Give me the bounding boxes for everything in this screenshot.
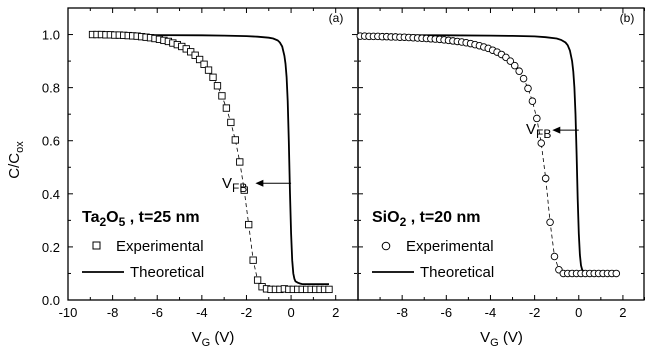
experimental-point (245, 220, 253, 229)
x-tick-label: 0 (287, 305, 294, 320)
experimental-point (506, 57, 515, 65)
experimental-point (191, 51, 199, 59)
vfb-arrow-head (552, 126, 561, 134)
legend-label-experimental: Experimental (116, 238, 204, 255)
experimental-point (209, 73, 217, 81)
experimental-point (222, 104, 231, 112)
experimental-point (240, 186, 248, 194)
panel-label: (a) (329, 11, 344, 25)
experimental-point (546, 218, 554, 226)
experimental-point (204, 66, 213, 74)
x-tick-label: -10 (59, 305, 78, 320)
y-axis-label: C/Cox (6, 141, 26, 179)
experimental-point (231, 136, 239, 144)
experimental-point (195, 55, 204, 64)
panel-a: -10 -8 -6 -4 -2 0 2 0.0 0.2 0.4 0.6 0.8 1.0 (a) VG (V)… (42, 7, 359, 349)
plot-frame (357, 7, 645, 301)
material-label: SiO2 , t=20 nm (372, 209, 481, 229)
x-tick-label: -8 (107, 305, 119, 320)
plot-frame (67, 7, 359, 301)
panel-label: (b) (620, 11, 635, 25)
x-tick-label: -2 (529, 305, 541, 320)
vfb-label: VFB (222, 175, 247, 195)
x-tick-label: -8 (396, 305, 408, 320)
experimental-point (213, 82, 222, 90)
y-tick-label: 0.2 (42, 240, 60, 255)
experimental-point (541, 174, 550, 183)
legend-marker-experimental (92, 241, 101, 250)
experimental-point (218, 92, 226, 100)
experimental-point (533, 114, 541, 123)
x-tick-label: -2 (241, 305, 253, 320)
vfb-arrow-head (255, 179, 264, 187)
material-label: Ta2O5 , t=25 nm (82, 209, 200, 229)
experimental-point (325, 285, 333, 294)
x-tick-label: -6 (151, 305, 163, 320)
x-tick-label: -4 (196, 305, 208, 320)
experimental-point (253, 276, 262, 284)
y-tick-label: 0.8 (42, 81, 60, 96)
legend-label-theoretical: Theoretical (130, 264, 204, 281)
experimental-point (515, 67, 523, 75)
y-tick-label: 0.6 (42, 134, 60, 149)
legend-marker-experimental (381, 241, 391, 251)
y-tick-label: 1.0 (42, 28, 60, 43)
experimental-point (612, 269, 621, 278)
x-axis-label: VG (V) (480, 329, 523, 349)
x-tick-label: 2 (619, 305, 626, 320)
legend-label-experimental: Experimental (406, 238, 494, 255)
x-tick-label: -4 (485, 305, 497, 320)
experimental-point (537, 139, 545, 147)
experimental-point (524, 84, 532, 93)
experimental-point (236, 158, 244, 166)
experimental-point (249, 256, 257, 264)
experimental-point (550, 252, 559, 261)
panel-b: -8 -6 -4 -2 0 2 (b) VG (V) VFB SiO2 , t=20 nm Expe… (356, 7, 645, 349)
y-tick-label: 0.4 (42, 187, 60, 202)
theoretical-line (92, 33, 329, 286)
x-tick-label: 0 (575, 305, 582, 320)
experimental-point (510, 61, 519, 70)
experimental-point (519, 74, 528, 83)
experimental-point (200, 60, 208, 68)
legend-label-theoretical: Theoretical (420, 264, 494, 281)
experimental-point (528, 97, 537, 105)
x-axis-label: VG (V) (192, 329, 235, 349)
y-tick-label: 0.0 (42, 293, 60, 308)
x-tick-label: -6 (441, 305, 453, 320)
vfb-label: VFB (526, 121, 551, 141)
x-tick-label: 2 (332, 305, 339, 320)
experimental-point (227, 118, 235, 127)
